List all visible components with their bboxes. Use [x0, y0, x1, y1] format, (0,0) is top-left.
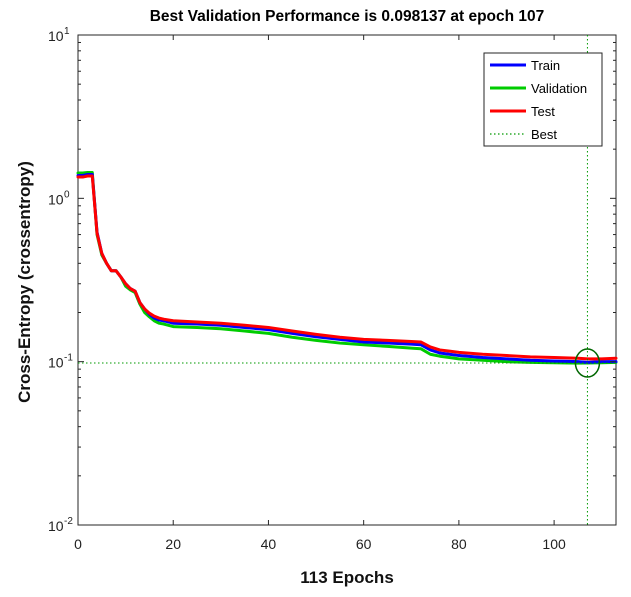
series-layer — [76, 170, 618, 365]
x-tick-label: 40 — [261, 536, 277, 552]
legend-box — [483, 52, 603, 147]
y-axis-label: Cross-Entropy (crossentropy) — [15, 161, 34, 403]
x-tick-label: 60 — [356, 536, 372, 552]
x-tick-label: 0 — [74, 536, 82, 552]
y-tick-label: 10 — [48, 355, 64, 371]
x-axis-label: 113 Epochs — [300, 568, 394, 587]
x-tick-label: 80 — [451, 536, 467, 552]
y-tick-label: 10 — [48, 28, 64, 44]
y-tick-exponent: -1 — [64, 353, 73, 364]
x-axis: 0 20 40 60 80 100 — [74, 35, 566, 552]
best-marker-layer — [78, 35, 616, 525]
chart-title: Best Validation Performance is 0.098137 … — [150, 8, 545, 25]
legend-train-label: Train — [531, 58, 560, 73]
y-tick-exponent: 1 — [64, 26, 70, 37]
best-point-marker — [574, 348, 601, 378]
x-tick-label: 20 — [165, 536, 181, 552]
x-tick-label: 100 — [542, 536, 566, 552]
y-tick-exponent: 0 — [64, 189, 70, 200]
y-tick-exponent: -2 — [64, 516, 73, 527]
legend: Train Validation Test Best — [483, 52, 603, 147]
y-tick-label: 10 — [48, 518, 64, 534]
legend-validation-label: Validation — [531, 81, 587, 96]
legend-best-label: Best — [531, 127, 557, 142]
y-tick-label: 10 — [48, 191, 64, 207]
series-line-test — [76, 174, 618, 361]
legend-test-label: Test — [531, 104, 555, 119]
